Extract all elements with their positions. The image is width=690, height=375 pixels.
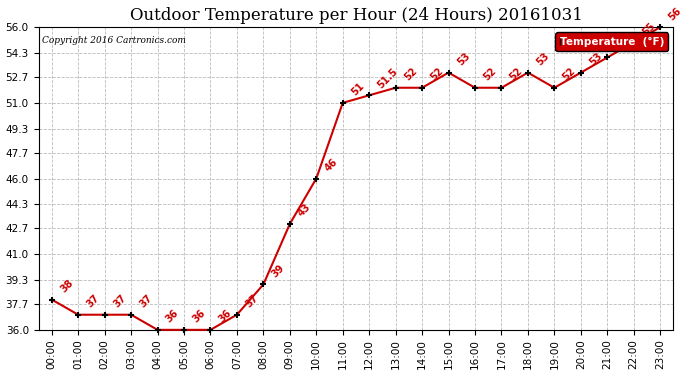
Text: 43: 43	[297, 202, 313, 219]
Text: 52: 52	[482, 66, 498, 82]
Text: 37: 37	[138, 293, 155, 309]
Text: 51: 51	[349, 81, 366, 98]
Text: 52: 52	[508, 66, 524, 82]
Text: 36: 36	[164, 308, 181, 324]
Text: 52: 52	[561, 66, 578, 82]
Text: 56: 56	[667, 5, 683, 22]
Text: 39: 39	[270, 262, 286, 279]
Text: 38: 38	[59, 278, 75, 294]
Text: 36: 36	[217, 308, 234, 324]
Text: 51.5: 51.5	[376, 66, 400, 90]
Text: 53: 53	[535, 51, 551, 68]
Text: 54: 54	[614, 36, 631, 52]
Text: 55: 55	[640, 21, 657, 37]
Title: Outdoor Temperature per Hour (24 Hours) 20161031: Outdoor Temperature per Hour (24 Hours) …	[130, 7, 582, 24]
Text: 46: 46	[323, 157, 339, 173]
Text: 52: 52	[428, 66, 445, 82]
Text: 52: 52	[402, 66, 419, 82]
Text: 37: 37	[85, 293, 101, 309]
Legend: Temperature  (°F): Temperature (°F)	[555, 32, 668, 51]
Text: 53: 53	[455, 51, 472, 68]
Text: 37: 37	[244, 293, 260, 309]
Text: 37: 37	[111, 293, 128, 309]
Text: 36: 36	[190, 308, 207, 324]
Text: Copyright 2016 Cartronics.com: Copyright 2016 Cartronics.com	[41, 36, 186, 45]
Text: 53: 53	[587, 51, 604, 68]
